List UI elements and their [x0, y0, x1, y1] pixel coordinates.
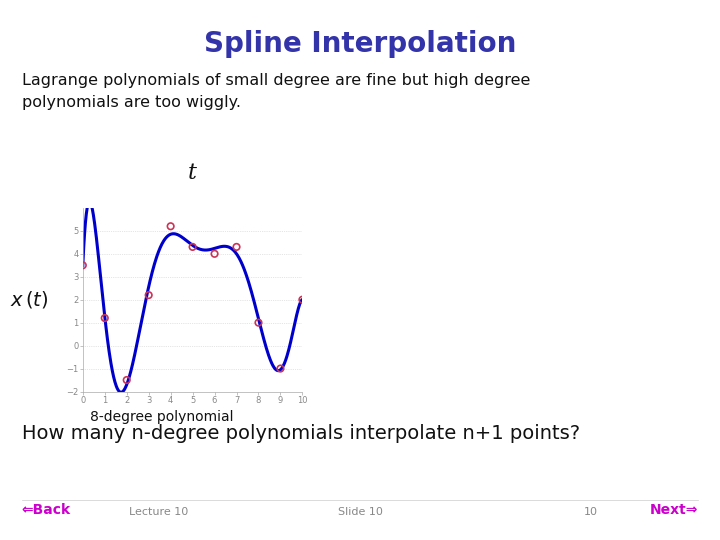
Text: Lecture 10: Lecture 10: [129, 507, 188, 517]
Point: [275, 364, 287, 373]
Point: [143, 291, 155, 299]
Point: [165, 222, 176, 231]
Point: [253, 318, 264, 327]
Point: [99, 314, 111, 322]
Text: Slide 10: Slide 10: [338, 507, 382, 517]
Text: 8-degree polynomial: 8-degree polynomial: [90, 410, 233, 424]
Text: ⇐Back: ⇐Back: [22, 503, 71, 517]
Text: Lagrange polynomials of small degree are fine but high degree: Lagrange polynomials of small degree are…: [22, 73, 530, 88]
Point: [77, 261, 89, 269]
Point: [209, 249, 220, 258]
Point: [230, 242, 242, 251]
Text: 10: 10: [583, 507, 598, 517]
Point: [121, 376, 132, 384]
Text: Spline Interpolation: Spline Interpolation: [204, 30, 516, 58]
Text: polynomials are too wiggly.: polynomials are too wiggly.: [22, 94, 240, 110]
Text: $x\,(t)$: $x\,(t)$: [9, 289, 48, 310]
Point: [297, 295, 308, 304]
Text: t: t: [188, 161, 197, 184]
Point: [186, 242, 198, 251]
Text: Next⇒: Next⇒: [650, 503, 698, 517]
Text: How many n-degree polynomials interpolate n+1 points?: How many n-degree polynomials interpolat…: [22, 424, 580, 443]
